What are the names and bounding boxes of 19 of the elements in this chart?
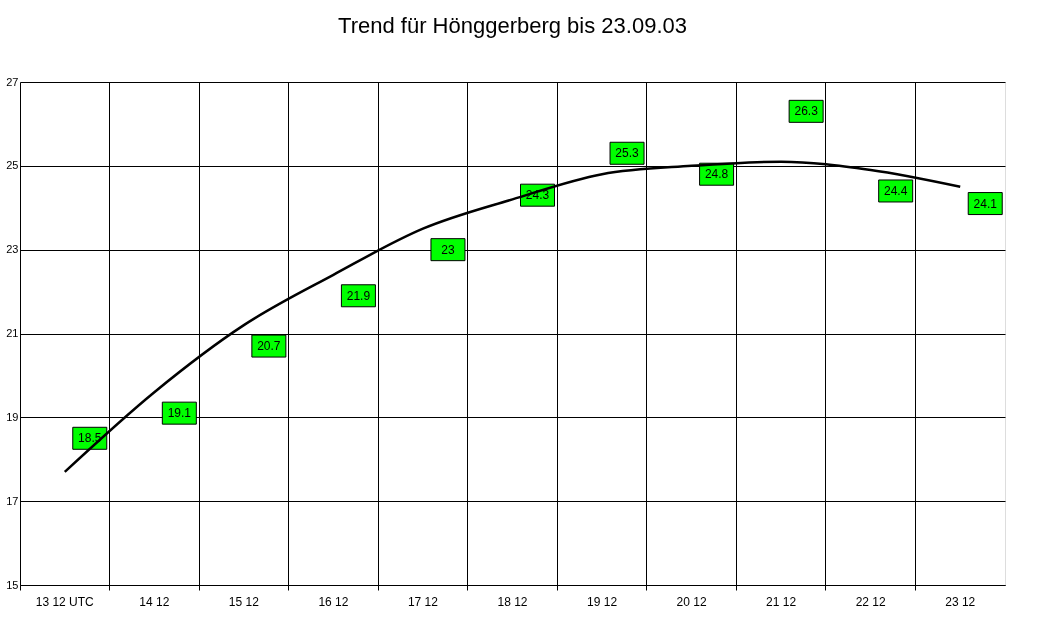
x-tick-label: 20 12 <box>676 594 707 609</box>
x-tick-label: 15 12 <box>228 594 260 609</box>
x-tick-label: 13 12 UTC <box>35 594 95 609</box>
x-tick-label: 21 12 <box>766 594 797 609</box>
y-tick-label: 21 <box>6 327 19 339</box>
x-tick-label: 23 12 <box>945 594 976 609</box>
x-tick-label: 22 12 <box>855 594 887 609</box>
x-tick-label: 17 12 <box>407 594 439 609</box>
y-tick-label: 17 <box>6 494 19 507</box>
y-tick-label: 23 <box>6 243 19 256</box>
y-tick-label: 25 <box>6 159 19 172</box>
x-tick-label: 16 12 <box>318 594 349 609</box>
x-tick-label: 19 12 <box>587 594 618 609</box>
y-tick-label: 19 <box>6 410 19 423</box>
x-tick-label: 14 12 <box>139 594 170 609</box>
y-tick-label: 27 <box>6 75 19 88</box>
chart-title: Trend für Hönggerberg bis 23.09.03 <box>338 13 687 38</box>
x-tick-label: 18 12 <box>497 594 528 609</box>
y-tick-label: 15 <box>6 578 19 591</box>
